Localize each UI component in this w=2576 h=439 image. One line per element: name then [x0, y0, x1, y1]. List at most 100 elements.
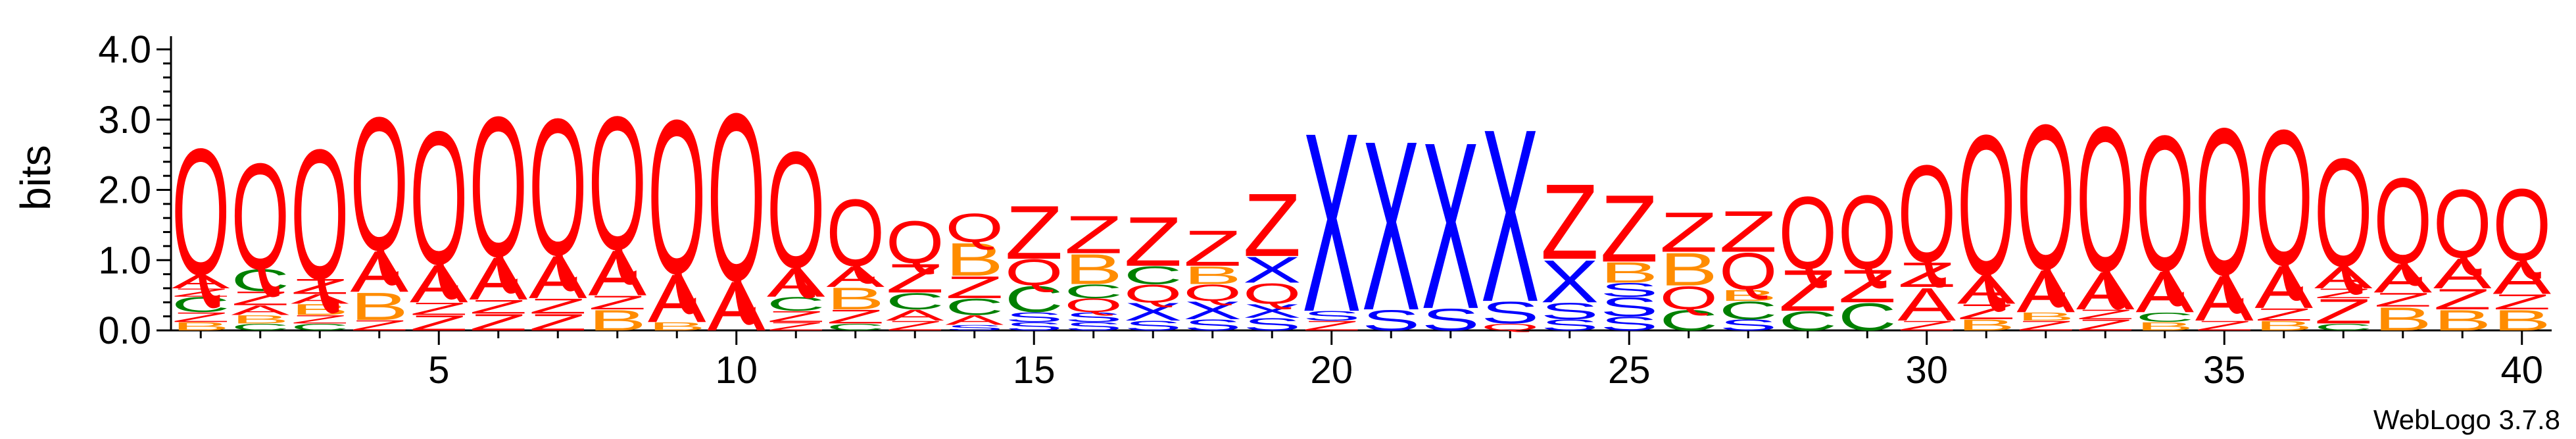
logo-letter-b: B [1600, 256, 1659, 289]
logo-letter-s: S [1243, 315, 1301, 334]
logo-letter-a: A [469, 245, 528, 313]
logo-letter-b: B [2433, 304, 2492, 337]
logo-letter-z: Z [172, 286, 230, 299]
logo-letter-b: B [1183, 261, 1242, 289]
logo-letter-q: Q [589, 76, 646, 290]
logo-letter-q: Q [1184, 280, 1242, 306]
logo-letter-a: A [1897, 278, 1956, 330]
logo-letter-x: X [1243, 300, 1301, 322]
y-tick-label: 4.0 [98, 28, 151, 71]
logo-letter-q: Q [2374, 153, 2432, 289]
logo-letter-z: Z [1005, 190, 1063, 275]
logo-letter-z: Z [410, 311, 468, 335]
logo-letter-z: Z [1719, 199, 1778, 265]
logo-letter-c: C [291, 322, 349, 333]
logo-column-29: CZQ [1838, 174, 1897, 339]
x-tick-label: 10 [715, 349, 758, 392]
logo-letter-q: Q [1779, 176, 1837, 291]
y-tick-label: 3.0 [98, 99, 151, 142]
logo-letter-c: C [1659, 304, 1718, 337]
logo-letter-z: Z [1957, 300, 2016, 324]
logo-letter-q: Q [2017, 82, 2075, 313]
x-tick-label: 20 [1310, 349, 1353, 392]
weblogo-credit: WebLogo 3.7.8 [2373, 404, 2560, 435]
x-tick-label: 40 [2500, 349, 2543, 392]
logo-letter-s: S [1421, 303, 1480, 338]
logo-letter-b: B [2135, 320, 2194, 333]
logo-column-10: AQ [707, 64, 766, 346]
logo-column-20: ZSX [1302, 79, 1361, 365]
logo-letter-q: Q [529, 78, 587, 296]
logo-letter-s: S [1600, 292, 1659, 322]
logo-column-35: ZAQ [2195, 84, 2254, 334]
logo-letter-a: A [291, 292, 349, 307]
logo-letter-z: Z [350, 317, 408, 334]
logo-column-21: SX [1362, 90, 1421, 361]
logo-letter-z: Z [767, 308, 825, 325]
logo-letter-s: S [1005, 320, 1063, 333]
logo-letter-z: Z [2076, 307, 2135, 322]
logo-letter-q: Q [1719, 242, 1777, 301]
logo-letter-z: Z [767, 320, 825, 333]
logo-letter-z: Z [588, 292, 646, 313]
logo-letter-q: Q [2255, 90, 2313, 306]
logo-letter-s: S [1064, 320, 1123, 333]
logo-letter-x: X [1243, 249, 1301, 291]
logo-letter-z: Z [1897, 255, 1956, 295]
logo-letter-c: C [767, 293, 825, 315]
logo-letter-z: Z [1778, 258, 1837, 324]
logo-letter-b: B [1659, 243, 1718, 296]
logo-letter-q: Q [1065, 294, 1123, 316]
logo-column-23: QSX [1481, 77, 1540, 353]
y-tick-label: 1.0 [98, 239, 151, 282]
logo-letter-x: X [1124, 297, 1182, 326]
logo-letter-a: A [826, 261, 885, 294]
logo-letter-a: A [172, 271, 231, 292]
logo-letter-q: Q [172, 112, 230, 313]
logo-letter-q: Q [231, 132, 289, 301]
logo-letter-s: S [1719, 317, 1778, 334]
logo-letter-a: A [707, 267, 766, 346]
logo-letter-a: A [886, 307, 944, 324]
logo-letter-x: X [1183, 296, 1242, 324]
logo-letter-c: C [826, 322, 885, 333]
logo-letter-q: Q [648, 74, 706, 319]
logo-letter-x: X [1362, 90, 1421, 361]
logo-letter-b: B [1957, 317, 2016, 334]
logo-letter-z: Z [172, 309, 230, 324]
logo-letter-a: A [2433, 249, 2492, 297]
logo-letter-z: Z [2492, 290, 2551, 314]
logo-letter-z: Z [2195, 318, 2254, 333]
logo-letter-q: Q [1005, 252, 1063, 294]
logo-letter-c: C [1064, 280, 1123, 302]
logo-letter-c: C [231, 322, 289, 333]
logo-letter-a: A [767, 260, 826, 306]
logo-letter-a: A [648, 261, 706, 337]
logo-column-9: BAQ [648, 74, 706, 337]
logo-letter-c: C [2314, 322, 2373, 333]
logo-letter-z: Z [1838, 261, 1897, 313]
logo-letter-q: Q [1124, 279, 1182, 307]
x-tick-label: 5 [428, 349, 449, 392]
logo-letter-z: Z [529, 294, 587, 318]
logo-letter-z: Z [1302, 318, 1361, 333]
logo-letter-z: Z [469, 296, 527, 318]
logo-letter-b: B [1719, 287, 1778, 304]
x-tick-label: 15 [1013, 349, 1056, 392]
